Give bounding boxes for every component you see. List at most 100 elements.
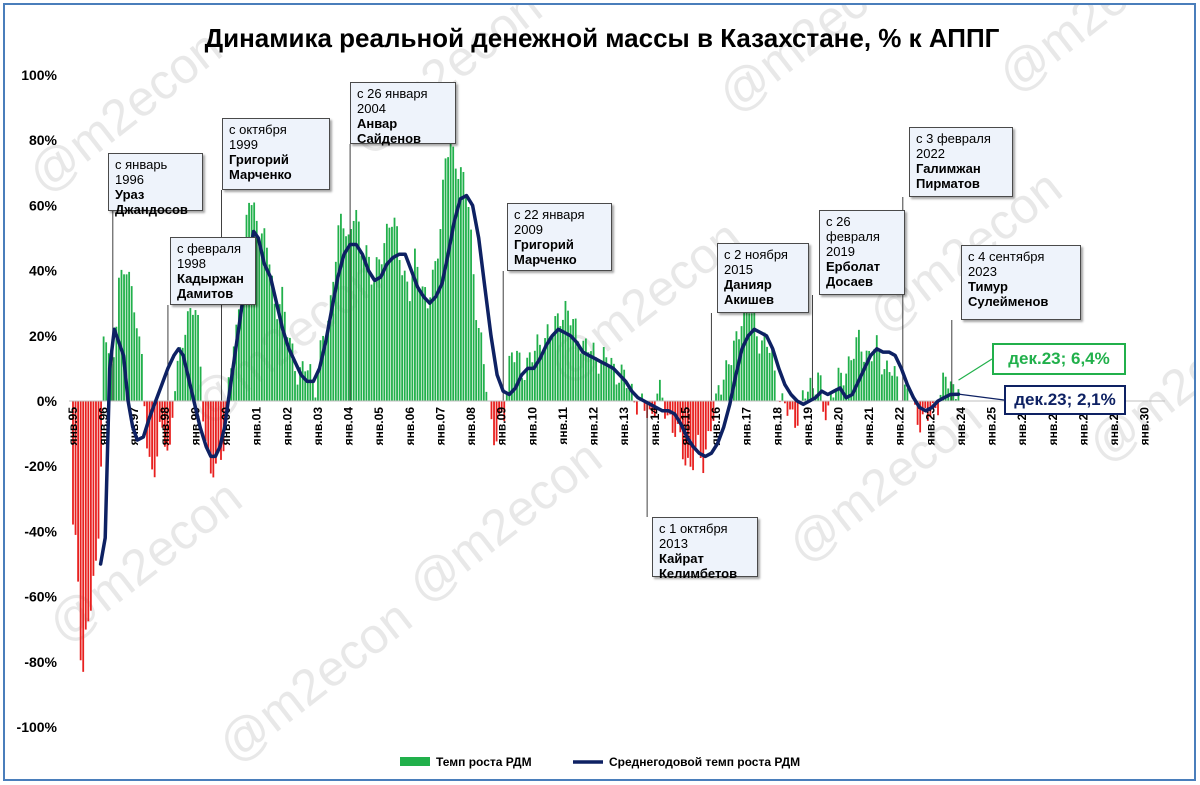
bar bbox=[758, 353, 761, 401]
x-tick-label: янв.17 bbox=[740, 407, 754, 446]
bar bbox=[564, 300, 567, 401]
bar bbox=[863, 361, 865, 401]
bar bbox=[475, 320, 478, 401]
bar bbox=[745, 295, 748, 401]
annotation-date-line: 2015 bbox=[724, 262, 753, 277]
bar bbox=[508, 355, 511, 401]
value-callout-bars: дек.23; 6,4% bbox=[992, 343, 1126, 375]
bar bbox=[278, 304, 281, 401]
x-tick-label: янв.14 bbox=[648, 407, 662, 446]
bar bbox=[135, 328, 138, 401]
annotation-suleimenov: с 4 сентября 2023 Тимур Сулейменов bbox=[961, 245, 1081, 320]
annotation-date-line: с февраля bbox=[177, 241, 242, 256]
bar bbox=[707, 401, 710, 432]
watermark-text: @m2econ bbox=[1077, 289, 1194, 474]
x-tick-label: янв.27 bbox=[1046, 407, 1060, 446]
annotation-name-line: Марченко bbox=[514, 252, 577, 267]
bar bbox=[480, 332, 483, 401]
bar bbox=[322, 335, 324, 401]
bar bbox=[513, 362, 516, 401]
bar bbox=[850, 360, 853, 401]
bar bbox=[112, 357, 115, 401]
bar bbox=[725, 360, 728, 401]
bar bbox=[827, 401, 830, 406]
bar bbox=[786, 401, 789, 416]
bar bbox=[352, 220, 355, 401]
x-tick-label: янв.09 bbox=[495, 407, 509, 446]
y-tick-label: -60% bbox=[24, 589, 57, 605]
bar bbox=[189, 308, 192, 401]
bar bbox=[220, 401, 222, 460]
bar bbox=[766, 346, 768, 401]
bar bbox=[771, 349, 774, 401]
bar bbox=[669, 401, 671, 415]
bar bbox=[383, 243, 386, 401]
bar bbox=[656, 393, 659, 401]
bar bbox=[699, 401, 702, 458]
bar bbox=[528, 352, 531, 401]
bar bbox=[812, 388, 814, 401]
annotation-name-line: Тимур bbox=[968, 279, 1008, 294]
bar bbox=[610, 357, 613, 401]
bar bbox=[539, 344, 541, 401]
bar bbox=[454, 168, 457, 401]
bar bbox=[317, 371, 319, 401]
bar bbox=[311, 380, 314, 401]
bar bbox=[694, 401, 697, 448]
bar bbox=[89, 401, 92, 611]
bar bbox=[176, 360, 179, 401]
bar bbox=[431, 269, 434, 401]
bar bbox=[444, 158, 447, 401]
bar bbox=[722, 379, 725, 401]
x-tick-label: янв.23 bbox=[923, 407, 937, 446]
value-callout-line: дек.23; 2,1% bbox=[1004, 385, 1126, 415]
bar bbox=[288, 337, 291, 401]
bar bbox=[283, 311, 286, 401]
annotation-kelimbetov: с 1 октября 2013 Кайрат Келимбетов bbox=[652, 517, 758, 581]
bar bbox=[628, 386, 631, 401]
bar bbox=[105, 342, 108, 401]
annotation-date-line: 2004 bbox=[357, 101, 386, 116]
bar bbox=[503, 401, 506, 422]
annotation-date-line: с 1 октября bbox=[659, 521, 728, 536]
y-tick-label: 0% bbox=[37, 393, 58, 409]
y-tick-label: -20% bbox=[24, 458, 57, 474]
bar bbox=[875, 335, 878, 401]
bar bbox=[340, 213, 342, 401]
bar bbox=[837, 367, 840, 401]
bar bbox=[865, 350, 868, 401]
bar bbox=[426, 308, 429, 401]
x-tick-label: янв.08 bbox=[464, 407, 478, 446]
bar bbox=[526, 357, 529, 401]
bar bbox=[199, 366, 202, 401]
bar bbox=[110, 363, 113, 401]
bar bbox=[301, 361, 304, 401]
bar bbox=[470, 229, 472, 401]
bar bbox=[161, 401, 164, 428]
annotation-urazh: с январь 1996 Ураз Джандосов bbox=[108, 153, 203, 217]
x-tick-label: янв.13 bbox=[617, 407, 631, 446]
bar bbox=[924, 401, 927, 409]
annotation-name-line: Досаев bbox=[826, 274, 874, 289]
x-tick-label: янв.19 bbox=[801, 407, 815, 446]
bar bbox=[79, 401, 82, 661]
annotation-date-line: 2019 bbox=[826, 244, 855, 259]
bar bbox=[362, 261, 365, 401]
bar bbox=[738, 339, 740, 401]
bar bbox=[286, 337, 289, 401]
annotation-name-line: Кайрат bbox=[659, 551, 704, 566]
bar bbox=[847, 356, 850, 401]
bar bbox=[704, 401, 707, 450]
bar bbox=[97, 401, 100, 539]
x-tick-label: янв.29 bbox=[1107, 407, 1121, 446]
bar bbox=[845, 373, 848, 401]
x-tick-label: янв.06 bbox=[403, 407, 417, 446]
x-tick-label: янв.10 bbox=[525, 407, 539, 446]
bar bbox=[421, 286, 424, 401]
bar bbox=[554, 316, 557, 401]
y-tick-label: -40% bbox=[24, 523, 57, 539]
bar bbox=[615, 384, 618, 401]
bar bbox=[717, 385, 720, 401]
bar bbox=[595, 357, 597, 401]
bar bbox=[687, 401, 689, 458]
